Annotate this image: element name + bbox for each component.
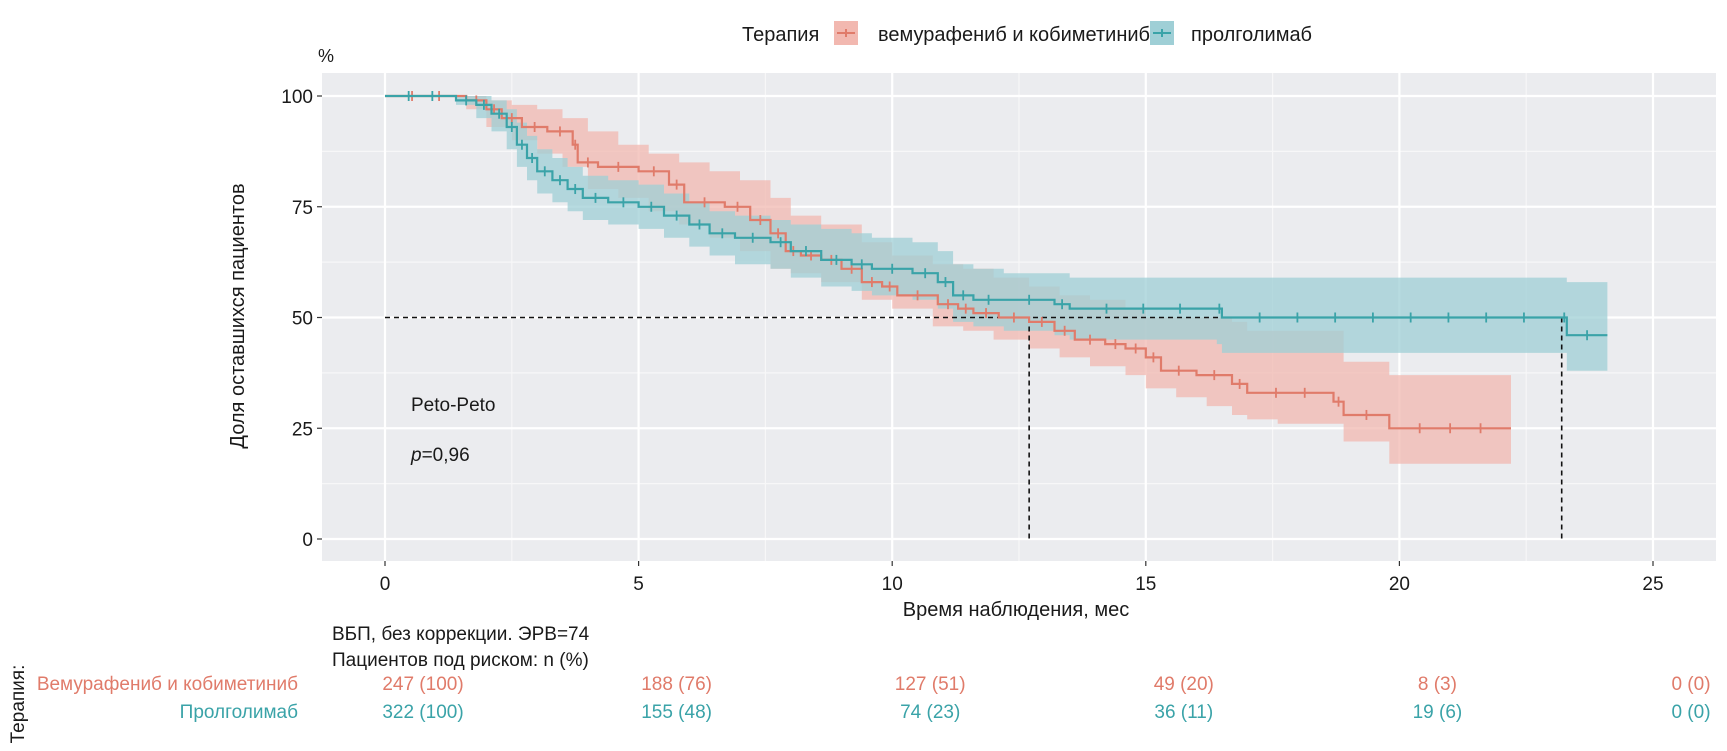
p-symbol: p [410,445,422,466]
risk-cell: 322 (100) [382,702,463,723]
risk-cell: 0 (0) [1671,674,1710,695]
x-tick-label: 10 [882,574,903,595]
x-tick-label: 15 [1135,574,1156,595]
p-value-annotation: p=0,96 [410,445,470,466]
risk-table: Вемурафениб и кобиметиниб 247 (100) 188 (7… [37,674,1711,723]
legend-label-vemurafenib: вемурафениб и кобиметиниб [878,24,1150,46]
survival-curve-1 [385,94,1608,337]
risk-cell: 36 (11) [1154,702,1213,723]
y-unit-label: % [318,46,334,66]
x-tick-label: 20 [1389,574,1410,595]
y-tick-label: 50 [292,309,313,330]
risk-table-title-1: ВБП, без коррекции. ЭРВ=74 [332,624,590,645]
risk-cell: 74 (23) [900,702,960,723]
risk-table-title-2: Пациентов под риском: n (%) [332,650,589,671]
risk-cell: 127 (51) [895,674,966,695]
y-tick-label: 100 [281,87,313,108]
risk-row-label: Вемурафениб и кобиметиниб [37,674,298,695]
x-tick-label: 25 [1642,574,1663,595]
risk-row-label: Пролголимаб [180,702,298,723]
risk-cell: 49 (20) [1154,674,1214,695]
risk-cell: 247 (100) [382,674,463,695]
survival-curves [385,91,1608,434]
risk-cell: 19 (6) [1413,702,1463,723]
y-tick-label: 75 [292,198,313,219]
y-tick-label: 0 [302,530,313,551]
risk-cell: 188 (76) [641,674,712,695]
confidence-bands [385,96,1608,464]
risk-cell: 8 (3) [1418,674,1457,695]
legend: Терапия вемурафениб и кобиметиниб пролго… [742,21,1312,46]
test-name-annotation: Peto-Peto [411,395,496,416]
legend-label-prolgolimab: пролголимаб [1191,24,1312,46]
x-axis-title: Время наблюдения, мес [903,599,1130,621]
risk-cell: 155 (48) [641,702,712,723]
axes: 0 25 50 75 100 0 5 10 15 20 25 [281,87,1663,595]
y-axis-title: Доля оставшихся пациентов [227,183,249,448]
p-value: =0,96 [422,445,470,466]
median-lines [385,316,1563,539]
risk-table-group-label: Терапия: [8,665,29,744]
risk-cell: 0 (0) [1671,702,1710,723]
legend-title: Терапия [742,24,819,46]
x-tick-label: 5 [633,574,644,595]
x-tick-label: 0 [380,574,391,595]
confidence-band-1 [385,96,1608,371]
y-tick-label: 25 [292,419,313,440]
